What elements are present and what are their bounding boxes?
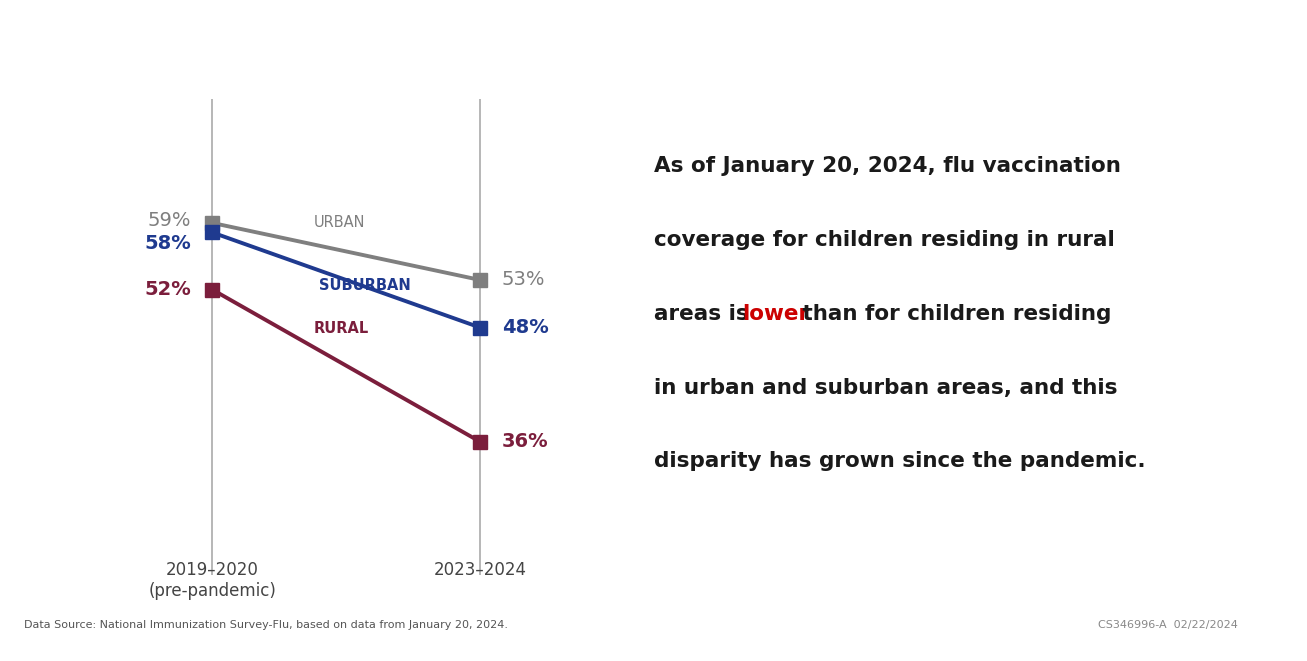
Text: ★: ★ [1170, 590, 1197, 619]
Text: than for children residing: than for children residing [796, 304, 1112, 324]
Text: Data Source: National Immunization Survey-Flu, based on data from January 20, 20: Data Source: National Immunization Surve… [24, 619, 507, 630]
Text: URBAN: URBAN [314, 215, 366, 230]
Text: 52%: 52% [144, 280, 191, 299]
Text: 59%: 59% [148, 211, 191, 229]
Text: 53%: 53% [502, 270, 545, 290]
Text: CDC: CDC [1221, 593, 1278, 617]
Text: 48%: 48% [502, 318, 549, 337]
Text: areas is: areas is [654, 304, 755, 324]
Text: SUBURBAN: SUBURBAN [319, 278, 412, 293]
Text: CS346996-A  02/22/2024: CS346996-A 02/22/2024 [1098, 619, 1238, 630]
Text: lower: lower [742, 304, 809, 324]
Text: 2023–2024: 2023–2024 [434, 561, 527, 579]
Text: 36%: 36% [502, 432, 549, 451]
Text: As of January 20, 2024, flu vaccination: As of January 20, 2024, flu vaccination [654, 156, 1120, 176]
Text: 58%: 58% [144, 235, 191, 253]
Text: in urban and suburban areas, and this: in urban and suburban areas, and this [654, 377, 1117, 397]
Text: coverage for children residing in rural: coverage for children residing in rural [654, 230, 1115, 250]
Text: Flu Vaccination Coverage: Flu Vaccination Coverage [24, 38, 439, 65]
Text: in Children 6 Months to 17 Years: in Children 6 Months to 17 Years [310, 38, 791, 65]
Text: disparity has grown since the pandemic.: disparity has grown since the pandemic. [654, 451, 1145, 471]
Text: RURAL: RURAL [314, 321, 370, 336]
Text: 2019–2020
(pre-pandemic): 2019–2020 (pre-pandemic) [148, 561, 276, 600]
